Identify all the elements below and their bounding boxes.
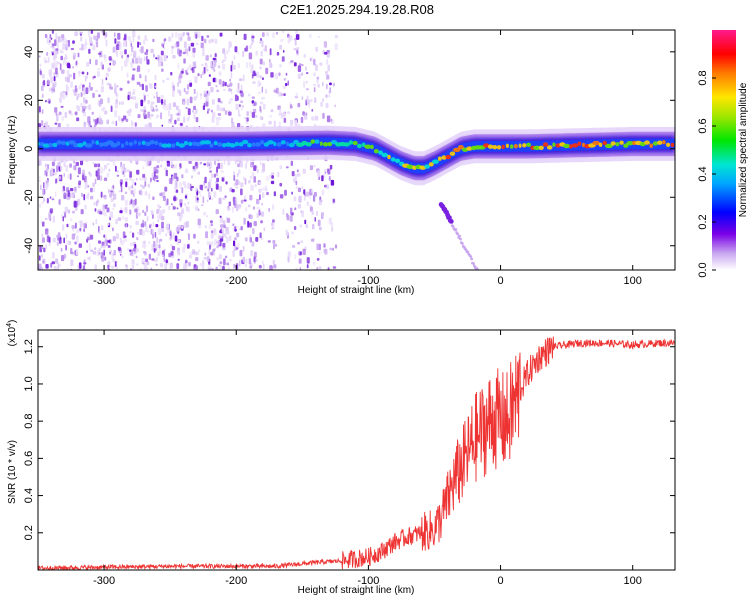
snr-line-layer <box>38 336 675 570</box>
snr-x-axis-title: Height of straight line (km) <box>298 585 415 596</box>
spectrogram-frame <box>37 29 676 271</box>
spectrogram-y-tick-label: 0 <box>23 146 35 152</box>
snr-y-tick-label: 0.4 <box>23 488 35 503</box>
colorbar-ticks: 0.0 0.2 0.4 0.6 0.8 <box>697 70 716 278</box>
spectrogram-x-tick-label: -200 <box>225 275 247 287</box>
snr-y-tick-label: 0.2 <box>23 525 35 540</box>
snr-x-tick-label: -100 <box>357 575 379 587</box>
snr-x-tick-label: -300 <box>93 575 115 587</box>
spectrogram-x-tick-label: -300 <box>93 275 115 287</box>
spectrogram-y-tick-label: -20 <box>23 189 35 205</box>
snr-series-line <box>38 336 675 570</box>
colorbar-gradient <box>712 30 736 270</box>
spectrogram-x-tick-label: 0 <box>497 275 503 287</box>
spectrogram-ridge-layer <box>38 125 675 186</box>
spectrogram-y-tick-label: -40 <box>23 238 35 254</box>
figure-title: C2E1.2025.294.19.28.R08 <box>280 2 434 17</box>
colorbar-tick-label: 0.0 <box>697 262 709 277</box>
snr-y-axis-title: SNR (10 * v/v) <box>7 440 18 504</box>
colorbar-tick-label: 0.4 <box>697 166 709 181</box>
snr-panel: -300 -200 -100 0 100 0.2 0.4 0.6 0.8 1.0 1.2 Heigh… <box>6 320 676 596</box>
snr-ticks: -300 -200 -100 0 100 0.2 0.4 0.6 0.8 1.0 1.2 <box>23 330 675 587</box>
colorbar-tick-label: 0.2 <box>697 214 709 229</box>
colorbar-tick-label: 0.8 <box>697 70 709 85</box>
spectrogram-y-tick-label: 40 <box>23 46 35 58</box>
colorbar: 0.0 0.2 0.4 0.6 0.8 Normalized spectral ampl… <box>697 30 749 278</box>
snr-scale-close: ) <box>7 320 18 323</box>
snr-x-tick-label: 0 <box>497 575 503 587</box>
snr-scale-label: (x104) <box>6 320 18 347</box>
spectrogram-x-axis-title: Height of straight line (km) <box>298 285 415 296</box>
spectrogram-x-tick-label: -100 <box>357 275 379 287</box>
snr-x-tick-label: -200 <box>225 575 247 587</box>
snr-y-tick-label: 0.8 <box>23 414 35 429</box>
spectrogram-x-tick-label: 100 <box>624 275 642 287</box>
snr-x-tick-label: 100 <box>624 575 642 587</box>
snr-y-tick-label: 0.6 <box>23 451 35 466</box>
snr-y-tick-label: 1.0 <box>23 376 35 391</box>
spectrogram-y-tick-label: 20 <box>23 94 35 106</box>
snr-y-tick-label: 1.2 <box>23 339 35 354</box>
spectrogram-y-axis-title: Frequency (Hz) <box>7 116 18 185</box>
colorbar-label: Normalized spectral amplitude <box>738 82 749 217</box>
snr-scale-exponent: 4 <box>6 323 13 327</box>
snr-scale-prefix: (x10 <box>7 326 18 346</box>
snr-plot-area <box>38 330 675 570</box>
colorbar-tick-label: 0.6 <box>697 118 709 133</box>
snr-frame <box>37 329 676 571</box>
